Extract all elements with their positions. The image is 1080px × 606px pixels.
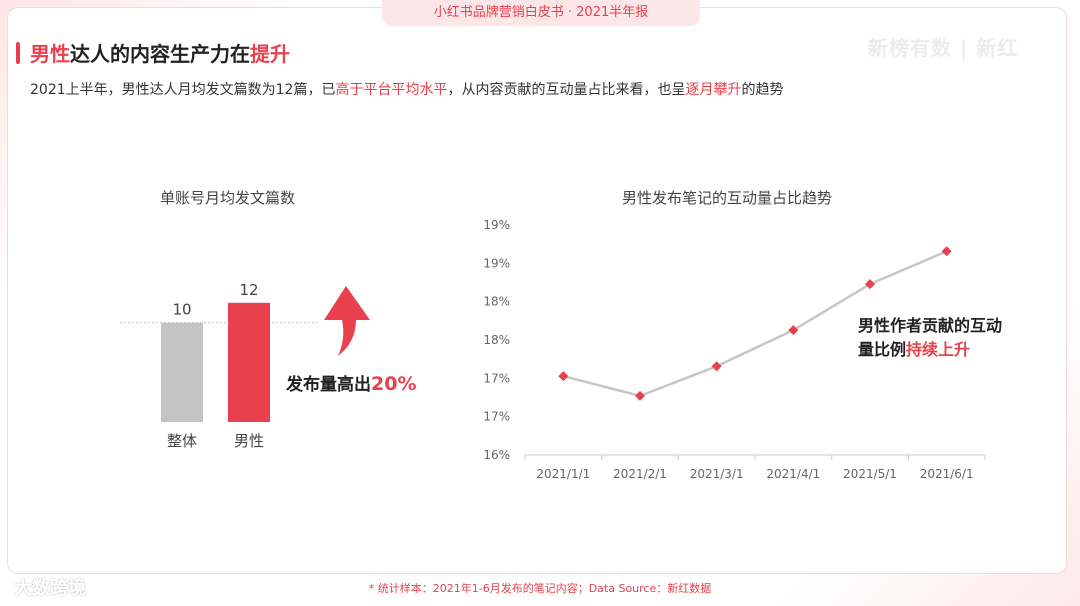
data-point-marker bbox=[711, 361, 722, 372]
bar-annotation: 发布量高出20% bbox=[286, 370, 416, 395]
page-subtitle: 2021上半年，男性达人月均发文篇数为12篇，已高于平台平均水平，从内容贡献的互… bbox=[30, 79, 783, 99]
data-point-marker bbox=[788, 325, 799, 336]
bar-chart-title: 单账号月均发文篇数 bbox=[160, 189, 296, 207]
title-part-2: 达人的内容生产力在 bbox=[70, 42, 250, 66]
title-accent-bar bbox=[16, 42, 20, 64]
line-annotation-line-2b: 持续上升 bbox=[906, 340, 971, 359]
page-title: 男性达人的内容生产力在提升 bbox=[30, 38, 290, 67]
up-arrow-icon bbox=[324, 286, 370, 356]
y-tick-label: 16% bbox=[483, 448, 510, 462]
bar-category-label: 整体 bbox=[167, 432, 197, 450]
y-tick-label: 18% bbox=[483, 333, 510, 347]
data-point-marker bbox=[865, 279, 875, 290]
data-point-marker bbox=[941, 246, 952, 257]
x-tick-label: 2021/2/1 bbox=[613, 467, 667, 481]
bar-annotation-text: 发布量高出 bbox=[286, 375, 371, 395]
x-tick-label: 2021/3/1 bbox=[690, 467, 744, 481]
bar-value-label: 12 bbox=[239, 281, 258, 299]
line-chart-title: 男性发布笔记的互动量占比趋势 bbox=[622, 189, 833, 207]
data-point-marker bbox=[558, 371, 569, 382]
y-tick-label: 18% bbox=[483, 295, 510, 309]
watermark: 新榜有数 | 新红 bbox=[868, 36, 1019, 60]
bar-category-label: 男性 bbox=[234, 432, 264, 450]
subtitle-part-2: 高于平台平均水平 bbox=[335, 82, 448, 98]
x-tick-label: 2021/4/1 bbox=[766, 467, 820, 481]
brand-logo-text: 大数跨境 bbox=[14, 578, 86, 599]
line-chart: 16% 17% 17% 18% 18% 19% 19% 2021/1/1 2021/2/1 202… bbox=[483, 218, 986, 481]
bar-chart: 10 整体 12 男性 bbox=[120, 281, 320, 450]
y-tick-label: 17% bbox=[483, 371, 510, 385]
subtitle-part-5: 的趋势 bbox=[741, 82, 784, 98]
title-part-3: 提升 bbox=[250, 42, 290, 66]
report-header-tab: 小红书品牌营销白皮书 · 2021半年报 bbox=[382, 0, 700, 26]
y-tick-label: 19% bbox=[483, 218, 510, 232]
line-annotation-line-1: 男性作者贡献的互动 bbox=[858, 316, 1003, 335]
subtitle-part-1: 2021上半年，男性达人月均发文篇数为12篇，已 bbox=[30, 82, 336, 98]
footnote: * 统计样本：2021年1-6月发布的笔记内容；Data Source：新红数据 bbox=[368, 582, 712, 595]
bar-annotation-percent: 20% bbox=[371, 373, 417, 395]
bar-value-label: 10 bbox=[172, 301, 191, 319]
subtitle-part-4: 逐月攀升 bbox=[685, 82, 742, 98]
title-part-1: 男性 bbox=[30, 42, 70, 66]
data-point-marker bbox=[635, 390, 645, 401]
subtitle-part-3: ，从内容贡献的互动量占比来看，也呈 bbox=[447, 82, 686, 98]
y-tick-label: 17% bbox=[483, 410, 510, 424]
bar-2 bbox=[228, 302, 270, 422]
y-tick-label: 19% bbox=[483, 256, 510, 270]
x-tick-label: 2021/1/1 bbox=[536, 467, 590, 481]
series-line bbox=[563, 250, 948, 398]
content-card bbox=[8, 8, 1066, 573]
bar-1 bbox=[161, 322, 203, 422]
line-annotation-line-2a: 量比例 bbox=[858, 340, 907, 359]
x-tick-label: 2021/5/1 bbox=[843, 467, 897, 481]
line-annotation: 男性作者贡献的互动 量比例持续上升 bbox=[858, 314, 1002, 362]
x-tick-label: 2021/6/1 bbox=[920, 467, 974, 481]
